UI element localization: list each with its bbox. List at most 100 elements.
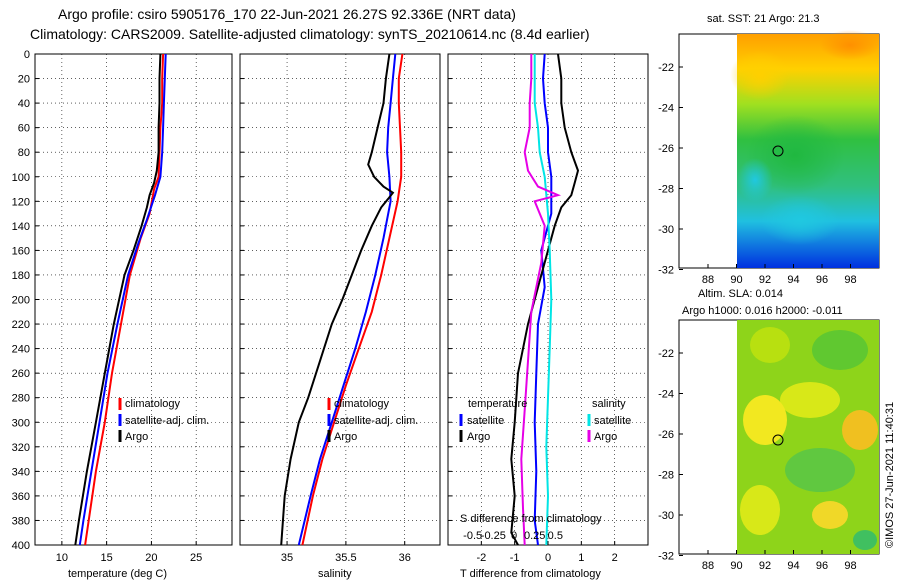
map-y-tick-label: -26	[658, 429, 674, 441]
legend-label: satellite	[594, 415, 631, 427]
legend-label: satellite-adj. clim.	[125, 415, 209, 427]
salinity-legend: climatology satellite-adj. clim. Argo	[327, 398, 418, 443]
x-tick-label: 36	[399, 552, 411, 564]
depth-tick-label: 400	[12, 540, 30, 552]
series-line-satellite-adj-clim-	[78, 53, 167, 546]
salinity-axis-label: salinity	[318, 568, 352, 580]
sst-map	[678, 30, 880, 269]
map-x-tick-label: 90	[730, 560, 742, 572]
argo-location-marker	[772, 434, 784, 446]
difference-legend: temperature satellite Argo salinity sate…	[459, 398, 631, 443]
x-tick-label: 35	[281, 552, 293, 564]
sst-map-axes: -22 -24 -26 -28 -30 -32 88 90 92 94 96 98	[658, 62, 857, 286]
plot-frame	[34, 53, 233, 546]
x-tick-label: -1	[510, 552, 520, 564]
sla-map-subtitle: Argo h1000: 0.016 h2000: -0.011	[682, 305, 843, 317]
series-line-t-argo	[510, 53, 580, 546]
map-y-tick-label: -26	[658, 143, 674, 155]
depth-tick-label: 180	[12, 270, 30, 282]
depth-tick-label: 160	[12, 245, 30, 257]
x-tick-label: -2	[476, 552, 486, 564]
figure-title-line2: Climatology: CARS2009. Satellite-adjuste…	[30, 26, 590, 42]
legend-label: Argo	[594, 431, 617, 443]
argo-location-marker	[772, 145, 784, 157]
sla-map-title: Altim. SLA: 0.014	[698, 288, 783, 300]
sla-map-axes: -22 -24 -26 -28 -30 -32 88 90 92 94 96 98	[658, 348, 857, 572]
x-tick-label: 2	[612, 552, 618, 564]
t-difference-axis-label: T difference from climatology	[460, 568, 601, 580]
map-y-tick-label: -30	[658, 510, 674, 522]
map-x-tick-label: 96	[816, 274, 828, 286]
depth-tick-label: 200	[12, 295, 30, 307]
figure-title-line1: Argo profile: csiro 5905176_170 22-Jun-2…	[58, 6, 516, 22]
x-tick-label: 25	[190, 552, 202, 564]
depth-tick-label: 340	[12, 466, 30, 478]
series-line-argo	[74, 53, 162, 546]
s-tick-label: 0	[511, 530, 517, 542]
s-difference-ticks: -0.5-0.25 0 0.25 0.5	[463, 530, 563, 542]
s-tick-label: 0.25	[524, 530, 545, 542]
depth-tick-label: 100	[12, 172, 30, 184]
sla-map	[678, 319, 880, 555]
x-tick-label: 10	[56, 552, 68, 564]
s-tick-label: -0.25	[481, 530, 506, 542]
depth-axis: 0 20 40 60 80 100 120 140 160 180 200 220 240 260 280 3…	[12, 49, 30, 552]
legend-label: climatology	[334, 398, 390, 410]
map-y-tick-label: -22	[658, 62, 674, 74]
depth-tick-label: 320	[12, 442, 30, 454]
timestamp-stamp: ©IMOS 27-Jun-2021 11:40:31	[884, 402, 896, 548]
map-y-tick-label: -24	[658, 103, 674, 115]
x-tick-label: 35.5	[335, 552, 356, 564]
depth-tick-label: 120	[12, 196, 30, 208]
map-x-tick-label: 96	[816, 560, 828, 572]
legend-label: Argo	[334, 431, 357, 443]
depth-tick-label: 260	[12, 368, 30, 380]
map-y-tick-label: -22	[658, 348, 674, 360]
depth-tick-label: 360	[12, 491, 30, 503]
depth-tick-label: 20	[18, 74, 30, 86]
map-y-tick-label: -28	[658, 470, 674, 482]
depth-tick-label: 60	[18, 123, 30, 135]
x-tick-label: 20	[145, 552, 157, 564]
depth-tick-label: 280	[12, 393, 30, 405]
map-y-tick-label: -30	[658, 224, 674, 236]
map-y-tick-label: -32	[658, 265, 674, 277]
depth-tick-label: 80	[18, 147, 30, 159]
map-x-tick-label: 88	[702, 274, 714, 286]
sst-map-title: sat. SST: 21 Argo: 21.3	[707, 13, 820, 25]
series-line-s-argo	[520, 54, 562, 546]
legend-label: Argo	[125, 431, 148, 443]
temperature-legend: climatology satellite-adj. clim. Argo	[118, 398, 209, 443]
x-tick-label: 0	[545, 552, 551, 564]
map-x-tick-label: 98	[844, 560, 856, 572]
legend-label: satellite-adj. clim.	[334, 415, 418, 427]
temperature-axis-label: temperature (deg C)	[68, 568, 167, 580]
s-tick-label: -0.5	[463, 530, 482, 542]
depth-tick-label: 0	[24, 49, 30, 61]
map-x-tick-label: 94	[787, 560, 799, 572]
difference-panel: -2 -1 0 1 2	[447, 53, 649, 564]
depth-tick-label: 240	[12, 344, 30, 356]
depth-tick-label: 140	[12, 221, 30, 233]
temperature-panel: 10 15 20 25	[34, 53, 233, 564]
map-x-tick-label: 92	[759, 560, 771, 572]
legend-label: satellite	[467, 415, 504, 427]
map-y-tick-label: -24	[658, 389, 674, 401]
depth-tick-label: 40	[18, 98, 30, 110]
legend-label: Argo	[467, 431, 490, 443]
map-y-tick-label: -32	[658, 551, 674, 563]
map-x-tick-label: 92	[759, 274, 771, 286]
series-line-satellite-adj-clim-	[297, 53, 397, 546]
depth-tick-label: 220	[12, 319, 30, 331]
depth-tick-label: 380	[12, 515, 30, 527]
series-line-argo	[280, 53, 395, 546]
series-line-t-satellite	[533, 53, 553, 546]
legend-heading-salinity: salinity	[592, 398, 626, 410]
map-x-tick-label: 90	[730, 274, 742, 286]
series-line-s-satellite	[533, 54, 553, 546]
legend-heading-temperature: temperature	[468, 398, 527, 410]
map-x-tick-label: 88	[702, 560, 714, 572]
s-tick-label: 0.5	[548, 530, 563, 542]
salinity-panel: 35 35.5 36	[239, 53, 441, 564]
